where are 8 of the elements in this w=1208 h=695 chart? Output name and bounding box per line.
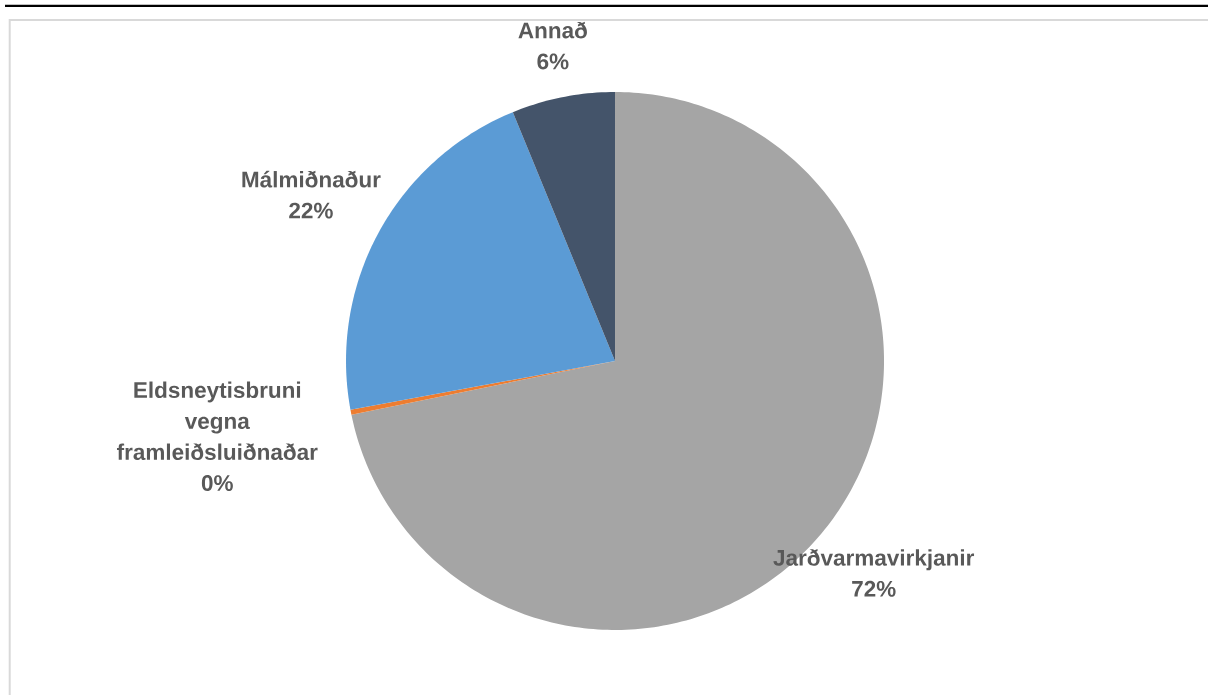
- slice-label: Jarðvarmavirkjanir: [773, 549, 975, 571]
- slice-label: Málmiðnaður: [242, 170, 381, 188]
- data-label: 72%: [852, 580, 896, 597]
- data-label: 22%: [289, 202, 333, 219]
- data-label: 0%: [201, 475, 233, 492]
- slice-label: Eldsneytisbruni vegna framleiðsluiðnaðar: [116, 381, 318, 461]
- slice-label: Annað: [518, 21, 587, 39]
- data-label: 6%: [537, 53, 569, 70]
